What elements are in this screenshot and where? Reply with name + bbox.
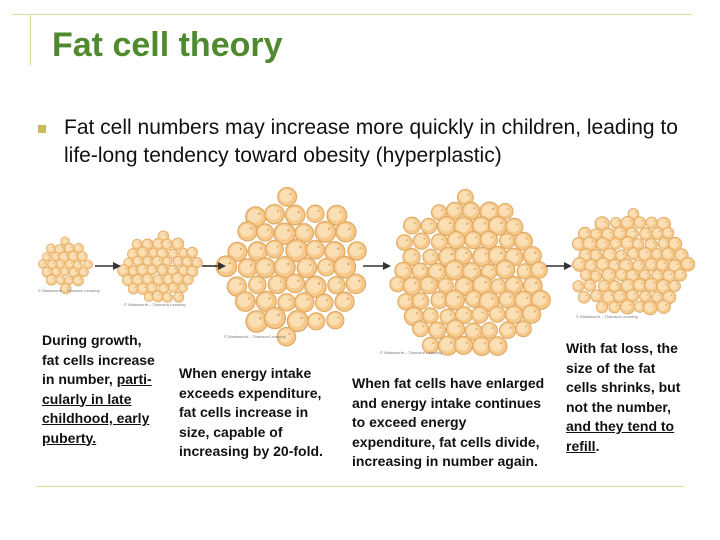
image-credit-2: © Wadsworth – Thomson Learning	[124, 302, 186, 307]
bullet-text: Fat cell numbers may increase more quick…	[64, 116, 678, 167]
caption-loss-emphasis: and they tend to refill	[566, 418, 675, 454]
arrow-3-icon	[363, 262, 391, 270]
cluster-more-cells	[117, 230, 203, 303]
caption-intake: When energy intake exceeds expenditure, …	[179, 365, 323, 459]
caption-loss: With fat loss, the size of the fat cells…	[566, 339, 684, 456]
arrow-4-icon	[546, 262, 572, 270]
caption-loss-end: .	[595, 437, 600, 454]
cluster-enlarged	[215, 186, 367, 347]
image-credit-4: © Wadsworth – Thomson Learning	[380, 350, 442, 355]
top-rule	[12, 14, 692, 15]
caption-enlarged: When fat cells have enlarged and energy …	[352, 375, 545, 469]
bottom-rule	[36, 486, 684, 487]
caption-loss-text: With fat loss, the size of the fat cells…	[566, 340, 681, 415]
left-rule	[30, 14, 31, 66]
image-credit-5: © Wadsworth – Thomson Learning	[576, 314, 638, 319]
arrow-1-icon	[95, 262, 121, 270]
arrow-2-icon	[202, 262, 226, 270]
caption-growth-text: During growth, fat cells increase in num…	[42, 332, 155, 387]
image-credit-1: © Wadsworth – Thomson Learning	[38, 288, 100, 293]
caption-growth-emphasis: parti-cularly in late childhood, early p…	[42, 371, 152, 446]
image-credit-3: © Wadsworth – Thomson Learning	[224, 334, 286, 339]
cluster-small	[38, 236, 93, 295]
cluster-shrunk	[571, 208, 696, 316]
caption-growth: During growth, fat cells increase in num…	[42, 331, 162, 448]
slide-title: Fat cell theory	[52, 26, 283, 64]
cluster-divided	[389, 188, 551, 356]
bullet-marker-icon	[38, 125, 46, 133]
